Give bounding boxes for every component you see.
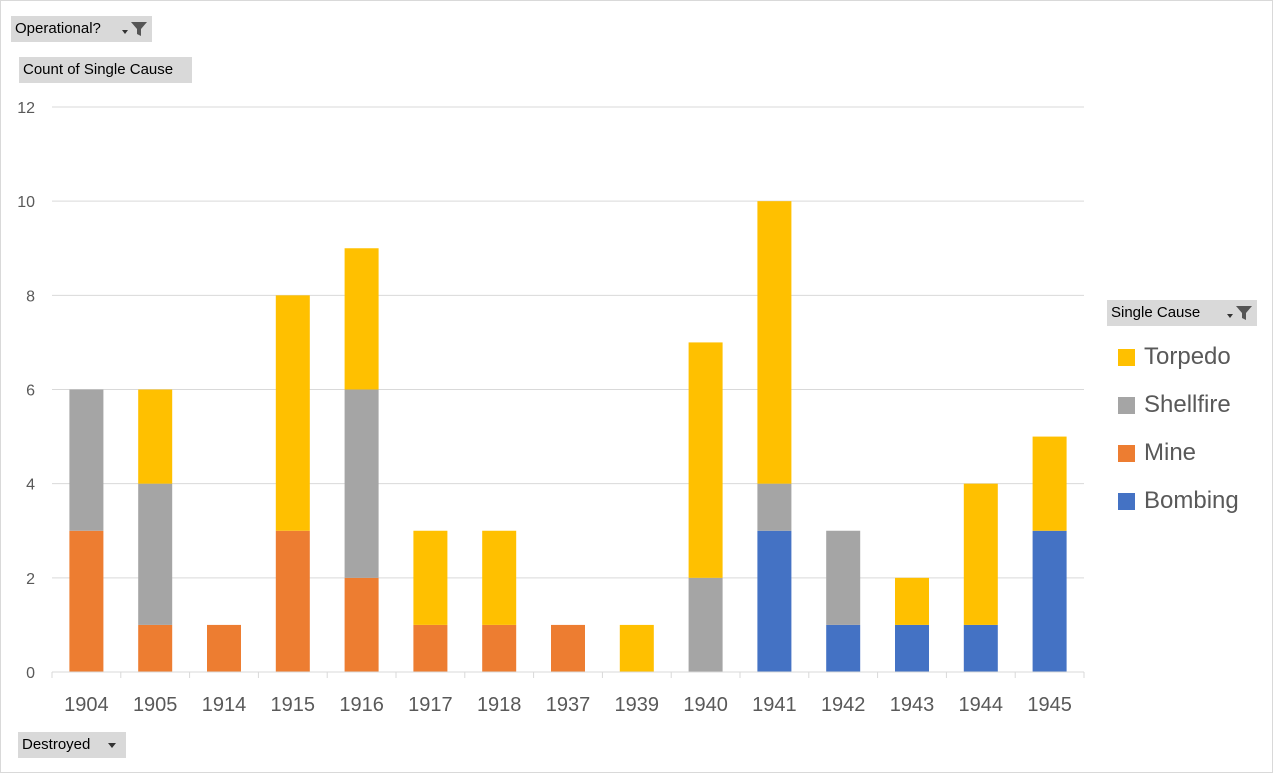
- bar-segment-shellfire-1904[interactable]: [69, 389, 104, 531]
- bar-segment-torpedo-1943[interactable]: [895, 577, 929, 625]
- operational-filter-button[interactable]: Operational?: [11, 16, 152, 42]
- y-tick-label: 0: [26, 665, 35, 682]
- bar-segment-torpedo-1945[interactable]: [1032, 436, 1067, 531]
- x-tick-label: 1914: [202, 694, 247, 716]
- bar-segment-bombing-1943[interactable]: [895, 624, 929, 672]
- bar-segment-bombing-1942[interactable]: [826, 624, 861, 672]
- gridlines: [52, 106, 1084, 579]
- legend-label: Mine: [1144, 439, 1197, 466]
- x-tick-label: 1918: [477, 694, 522, 716]
- bar-segment-bombing-1944[interactable]: [963, 624, 998, 672]
- bar-segment-mine-1917[interactable]: [413, 624, 448, 672]
- legend-item-torpedo[interactable]: Torpedo: [1118, 333, 1239, 381]
- y-tick-label: 6: [26, 383, 35, 400]
- bar-segment-bombing-1945[interactable]: [1032, 530, 1067, 672]
- y-tick-label: 4: [26, 477, 35, 494]
- bar-segment-bombing-1941[interactable]: [757, 530, 792, 672]
- bar-segment-torpedo-1940[interactable]: [688, 342, 723, 578]
- bar-segment-mine-1915[interactable]: [275, 530, 310, 672]
- bar-segment-mine-1916[interactable]: [344, 577, 379, 672]
- bar-segment-mine-1918[interactable]: [482, 624, 517, 672]
- x-axis: [51, 671, 1085, 678]
- x-axis-tick-labels: 1904 1905 1914 1915 1916 1917 1918 1937 1939 1940…: [64, 694, 1072, 716]
- dropdown-arrow-icon: [108, 742, 116, 748]
- funnel-icon: [1236, 306, 1252, 320]
- bar-segment-shellfire-1940[interactable]: [688, 577, 723, 672]
- bar-segment-torpedo-1915[interactable]: [275, 295, 310, 531]
- x-tick-label: 1916: [339, 694, 384, 716]
- legend-swatch: [1118, 444, 1135, 462]
- bar-segment-shellfire-1905[interactable]: [138, 483, 173, 625]
- x-tick-label: 1915: [271, 694, 316, 716]
- legend-field-label: Single Cause: [1111, 304, 1201, 321]
- legend-item-shellfire[interactable]: Shellfire: [1118, 381, 1239, 429]
- funnel-icon: [131, 22, 147, 36]
- legend: Torpedo Shellfire Mine Bombing: [1118, 333, 1239, 525]
- bar-segment-torpedo-1905[interactable]: [138, 389, 173, 484]
- bar-segment-torpedo-1917[interactable]: [413, 530, 448, 625]
- x-tick-label: 1945: [1027, 694, 1072, 716]
- legend-item-bombing[interactable]: Bombing: [1118, 477, 1239, 525]
- bar-segment-mine-1904[interactable]: [69, 530, 104, 672]
- axis-field-button[interactable]: Destroyed: [18, 732, 126, 758]
- legend-label: Shellfire: [1144, 391, 1231, 418]
- legend-swatch: [1118, 492, 1135, 510]
- legend-field-button[interactable]: Single Cause: [1107, 300, 1257, 326]
- bars: [69, 201, 1067, 672]
- bar-segment-mine-1905[interactable]: [138, 624, 173, 672]
- y-tick-label: 12: [17, 100, 35, 117]
- legend-swatch: [1118, 348, 1135, 366]
- bar-segment-torpedo-1916[interactable]: [344, 248, 379, 390]
- bar-segment-shellfire-1942[interactable]: [826, 530, 861, 625]
- x-tick-label: 1937: [546, 694, 591, 716]
- y-axis-tick-labels: 0 2 4 6 8 10 12: [17, 100, 35, 682]
- dropdown-arrow-icon: [1227, 314, 1233, 318]
- bar-segment-torpedo-1939[interactable]: [619, 624, 654, 672]
- bar-segment-shellfire-1941[interactable]: [757, 483, 792, 531]
- dropdown-arrow-icon: [122, 30, 128, 34]
- x-tick-label: 1940: [683, 694, 728, 716]
- bar-segment-torpedo-1941[interactable]: [757, 201, 792, 484]
- x-tick-label: 1905: [133, 694, 178, 716]
- legend-item-mine[interactable]: Mine: [1118, 429, 1239, 477]
- bar-segment-torpedo-1918[interactable]: [482, 530, 517, 625]
- x-tick-label: 1904: [64, 694, 109, 716]
- bar-segment-torpedo-1944[interactable]: [963, 483, 998, 625]
- operational-filter-label: Operational?: [15, 20, 101, 37]
- x-tick-label: 1944: [959, 694, 1004, 716]
- bar-segment-shellfire-1916[interactable]: [344, 389, 379, 578]
- y-tick-label: 8: [26, 288, 35, 305]
- axis-field-label: Destroyed: [22, 736, 91, 753]
- legend-label: Bombing: [1144, 487, 1239, 514]
- x-tick-label: 1941: [752, 694, 797, 716]
- y-tick-label: 10: [17, 194, 35, 211]
- value-field-label: Count of Single Cause: [23, 61, 174, 78]
- x-tick-label: 1917: [408, 694, 453, 716]
- x-tick-label: 1943: [890, 694, 935, 716]
- y-tick-label: 2: [26, 571, 35, 588]
- bar-segment-mine-1914[interactable]: [207, 624, 241, 672]
- legend-label: Torpedo: [1144, 343, 1231, 370]
- legend-swatch: [1118, 396, 1135, 414]
- value-field-button[interactable]: Count of Single Cause: [19, 57, 192, 83]
- x-tick-label: 1942: [821, 694, 866, 716]
- bar-segment-mine-1937[interactable]: [551, 624, 585, 672]
- x-tick-label: 1939: [615, 694, 660, 716]
